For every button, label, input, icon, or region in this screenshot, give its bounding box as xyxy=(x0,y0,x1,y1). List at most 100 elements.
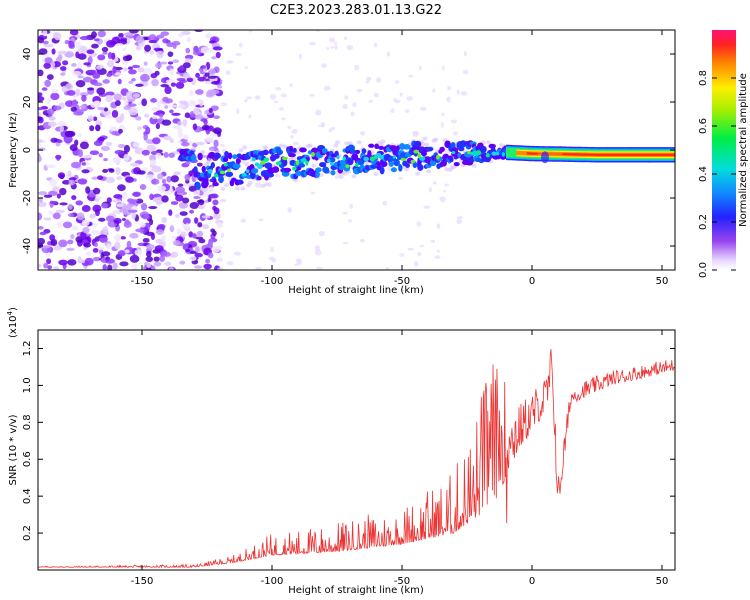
noise-speckle xyxy=(212,46,223,51)
noise-speckle xyxy=(97,175,104,180)
noise-speckle xyxy=(159,255,166,262)
noise-speckle xyxy=(171,235,178,240)
noise-speckle xyxy=(212,199,219,206)
trace-hotspot xyxy=(392,155,396,159)
colorbar-tick-label: 0.6 xyxy=(698,118,709,134)
noise-speckle xyxy=(172,59,180,63)
trace-hotspot xyxy=(475,150,482,156)
noise-speckle xyxy=(75,80,86,88)
noise-speckle xyxy=(180,231,187,238)
snr-y-scale-close: ) xyxy=(8,307,19,311)
noise-speckle xyxy=(90,230,101,235)
noise-speckle xyxy=(269,93,277,100)
trace-halo xyxy=(373,171,379,176)
noise-speckle xyxy=(102,168,109,174)
snr-plot-area xyxy=(38,330,675,570)
noise-speckle xyxy=(73,110,84,116)
trace-blob xyxy=(299,147,307,153)
noise-speckle xyxy=(129,254,140,263)
noise-speckle xyxy=(439,196,446,203)
noise-speckle xyxy=(365,80,370,84)
noise-speckle xyxy=(128,66,133,70)
noise-speckle xyxy=(192,123,198,131)
noise-speckle xyxy=(81,169,90,174)
noise-speckle xyxy=(106,197,112,204)
spectrogram-y-tick-label: 0 xyxy=(22,147,33,153)
noise-speckle xyxy=(244,66,249,69)
noise-speckle xyxy=(158,113,164,118)
noise-speckle xyxy=(156,34,165,39)
noise-speckle xyxy=(135,83,144,87)
noise-speckle xyxy=(164,105,169,109)
noise-speckle xyxy=(118,128,123,134)
trace-halo xyxy=(335,140,341,145)
snr-series-line xyxy=(38,349,676,569)
noise-speckle xyxy=(217,84,223,89)
noise-speckle xyxy=(428,187,433,193)
noise-speckle xyxy=(216,222,223,229)
noise-speckle xyxy=(93,82,103,87)
noise-speckle xyxy=(105,215,115,222)
noise-speckle xyxy=(72,99,78,108)
trace-blob xyxy=(212,182,219,187)
noise-speckle xyxy=(115,167,121,175)
noise-speckle xyxy=(189,201,200,210)
noise-speckle xyxy=(38,48,48,55)
noise-speckle xyxy=(112,262,118,270)
noise-speckle xyxy=(42,40,49,45)
spectrogram-y-tick-label: 40 xyxy=(22,48,33,61)
noise-speckle xyxy=(390,108,395,114)
noise-speckle xyxy=(38,191,48,196)
trace-blob xyxy=(195,182,201,191)
noise-speckle xyxy=(113,209,120,214)
noise-speckle xyxy=(65,83,72,89)
noise-speckle xyxy=(359,238,365,243)
noise-speckle xyxy=(152,137,161,145)
noise-speckle xyxy=(53,245,63,251)
noise-speckle xyxy=(185,248,191,253)
noise-speckle xyxy=(48,190,58,196)
noise-speckle xyxy=(131,77,136,82)
noise-speckle xyxy=(323,85,331,91)
noise-speckle xyxy=(280,93,288,98)
noise-speckle xyxy=(163,135,172,141)
trace-hotspot xyxy=(282,156,288,161)
noise-speckle xyxy=(206,136,214,142)
noise-speckle xyxy=(153,47,164,52)
noise-speckle xyxy=(131,211,136,220)
noise-speckle xyxy=(166,175,172,183)
noise-speckle xyxy=(38,201,47,208)
noise-speckle xyxy=(291,128,298,135)
noise-speckle xyxy=(456,216,464,219)
trace-halo xyxy=(422,136,428,141)
noise-speckle xyxy=(207,196,212,203)
noise-speckle xyxy=(145,256,153,263)
noise-speckle xyxy=(189,209,195,214)
noise-speckle xyxy=(85,186,91,194)
trace-blob xyxy=(251,168,259,174)
noise-speckle xyxy=(75,41,81,50)
noise-speckle xyxy=(43,194,53,198)
trace-hotspot xyxy=(485,153,490,158)
noise-speckle xyxy=(122,55,132,62)
noise-speckle xyxy=(45,164,56,169)
trace-blob xyxy=(315,170,320,178)
trace-blob xyxy=(315,167,322,173)
noise-speckle xyxy=(92,72,101,79)
noise-speckle xyxy=(48,210,54,216)
noise-speckle xyxy=(208,107,213,113)
noise-speckle xyxy=(79,36,90,41)
noise-speckle xyxy=(93,38,100,42)
noise-speckle xyxy=(346,44,354,51)
trace-blob xyxy=(361,148,367,154)
trace-blob xyxy=(266,172,275,178)
noise-speckle xyxy=(58,259,68,266)
trace-blob xyxy=(368,143,375,148)
noise-speckle xyxy=(434,255,441,259)
noise-speckle xyxy=(233,251,241,256)
noise-speckle xyxy=(117,78,122,85)
noise-speckle xyxy=(105,91,115,96)
trace-halo xyxy=(200,149,206,154)
noise-speckle xyxy=(170,201,179,205)
